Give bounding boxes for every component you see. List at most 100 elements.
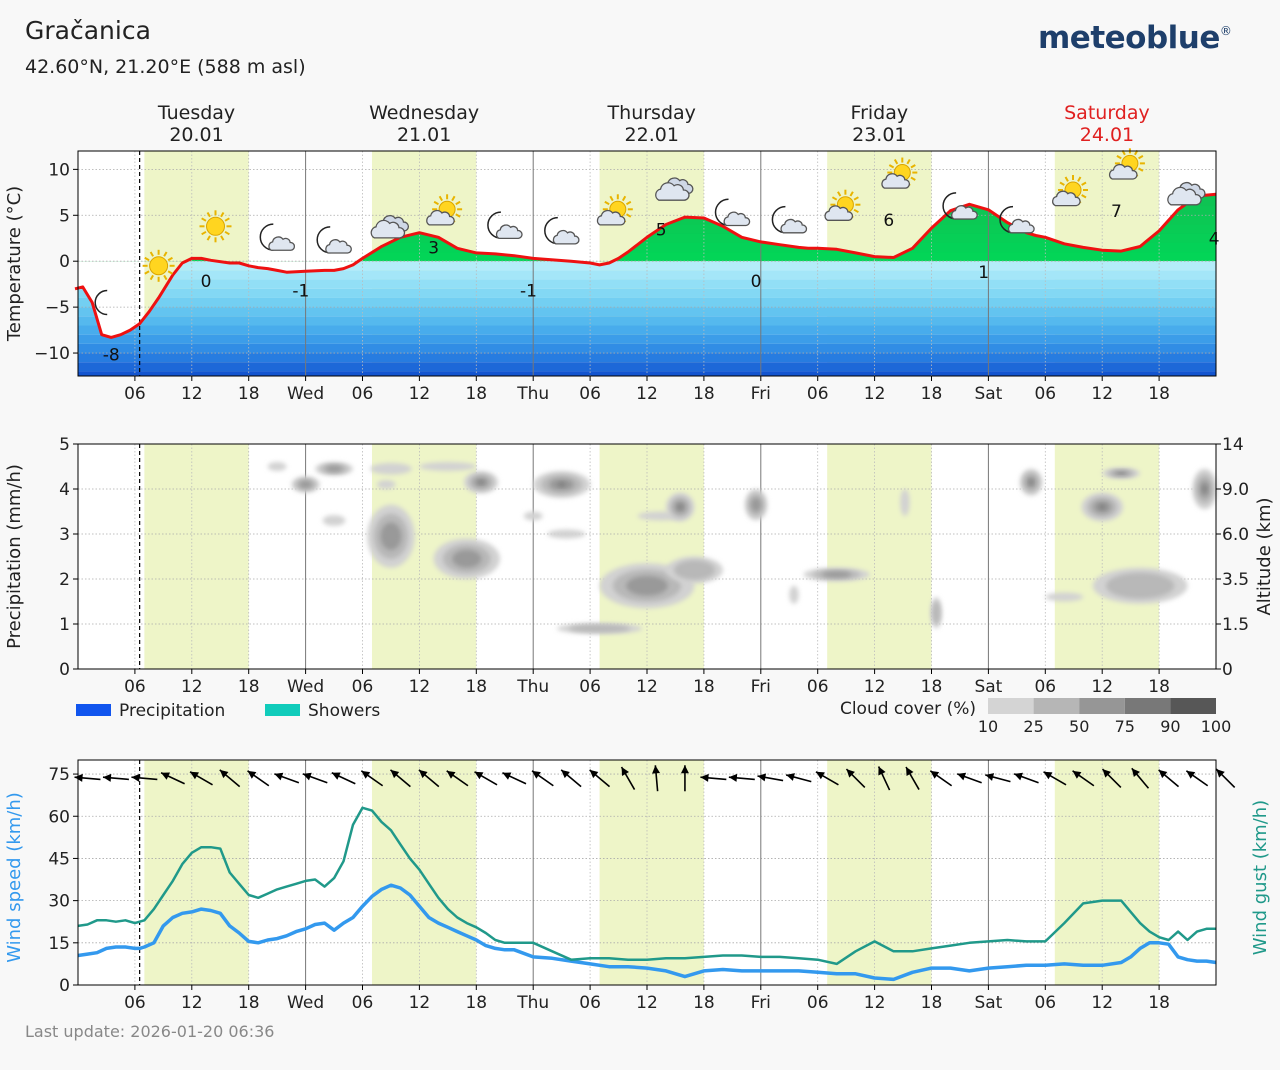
y-tick-label: 15 — [48, 934, 70, 954]
sun-ray — [625, 213, 632, 218]
x-tick-label: 06 — [579, 993, 601, 1013]
x-tick-label: 06 — [124, 384, 146, 404]
arrow-head — [161, 772, 170, 780]
meteoblue-logo[interactable]: meteoblue® — [1038, 20, 1232, 56]
sun-ray — [625, 200, 632, 206]
arrow-head — [878, 766, 886, 776]
x-tick-label: 18 — [1148, 384, 1170, 404]
temperature-value-label: 3 — [428, 239, 439, 259]
daylight-band — [144, 760, 249, 985]
wind-direction-arrow — [985, 773, 1011, 783]
temperature-value-label: 4 — [1209, 229, 1220, 249]
sun-ray — [167, 270, 173, 275]
cold-band — [78, 307, 1216, 317]
y-tick-label: 0 — [59, 252, 70, 272]
x-tick-label: Thu — [516, 677, 549, 697]
x-tick-label: 12 — [181, 384, 203, 404]
wind-direction-arrow — [189, 771, 213, 786]
arrow-head — [1072, 770, 1082, 779]
cloud-shape — [1008, 218, 1035, 234]
x-tick-label: Sat — [974, 993, 1002, 1013]
cloud-cover-legend: Cloud cover (%)10 25 50 75 90 100 — [840, 698, 1231, 736]
x-tick-label: 06 — [1034, 993, 1056, 1013]
wind-direction-arrow — [247, 770, 270, 787]
y-tick-label: 4 — [59, 480, 70, 500]
sun-ray — [604, 200, 610, 206]
arrow-head — [532, 770, 541, 779]
arrow-head — [1131, 768, 1140, 778]
cloud-icon — [1167, 181, 1206, 206]
wind-direction-arrow — [1013, 772, 1039, 784]
wind-direction-arrow — [845, 768, 866, 789]
cloud-cover-blob — [370, 462, 412, 475]
cloud-cover-blob — [932, 601, 941, 625]
altitude-axis-label: Altitude (km) — [1254, 497, 1275, 615]
x-tick-label: Sat — [974, 677, 1002, 697]
warm-band — [78, 242, 1216, 253]
cloud-shape — [824, 205, 854, 221]
cloud-cover-blob — [822, 571, 852, 578]
cloud-shape — [268, 236, 296, 251]
arrow-head — [906, 767, 914, 776]
x-tick-label: 06 — [352, 384, 374, 404]
temperature-value-label: 0 — [751, 272, 762, 292]
cloud-icon — [370, 215, 409, 239]
y2-tick-label: 3.5 — [1222, 570, 1249, 590]
x-tick-label: 12 — [864, 677, 886, 697]
daylight-band — [1054, 444, 1160, 669]
wind-gust-line — [77, 806, 1216, 966]
cloud-cover-blob — [900, 489, 910, 516]
x-tick-label: 12 — [409, 677, 431, 697]
day-date: 22.01 — [625, 124, 679, 146]
cloud-cover-blob — [1202, 485, 1207, 493]
brand-name: meteoblue — [1038, 20, 1220, 56]
x-tick-label: 12 — [409, 993, 431, 1013]
sun-ray — [220, 211, 225, 218]
wind-chart: 0 15 30 45 60 75 06 12 18 Wed 06 12 18 Thu 06 12 18 Fri 06… — [4, 759, 1271, 1013]
wind-direction-arrow — [700, 773, 727, 782]
cloud-shape — [552, 229, 580, 245]
x-tick-label: 18 — [238, 993, 260, 1013]
cloud-cover-swatch — [1033, 698, 1080, 714]
arrow-head — [1158, 769, 1168, 779]
wind-direction-arrow — [1131, 767, 1150, 789]
arrow-head — [728, 773, 738, 782]
wind-direction-arrow — [102, 773, 129, 782]
arrow-head — [700, 773, 709, 782]
daylight-band — [371, 760, 477, 985]
temperature-value-label: -1 — [292, 281, 309, 301]
cloud-cover-blob — [1098, 504, 1106, 510]
sun-ray — [906, 159, 911, 165]
sun-ray — [149, 251, 154, 257]
arrow-head — [331, 772, 341, 780]
wind-direction-arrow — [560, 769, 582, 788]
sun-ray — [910, 164, 916, 169]
sun-ray — [201, 217, 207, 222]
arrow-head — [757, 773, 767, 782]
cloud-cover-blob — [380, 522, 402, 551]
wind-direction-arrow — [877, 766, 891, 791]
moon-cloud-icon — [487, 211, 523, 239]
x-tick-label: Fri — [751, 677, 771, 697]
sun-ray — [853, 196, 859, 201]
arrow-head — [502, 772, 512, 780]
cloud-cover-blob — [325, 465, 343, 472]
y-tick-label: 5 — [59, 206, 70, 226]
sun-ray — [167, 256, 173, 262]
arrow-head — [418, 769, 428, 779]
arrow-head — [589, 769, 599, 779]
precipitation-axis-label: Precipitation (mm/h) — [4, 464, 25, 649]
x-tick-label: 06 — [1034, 384, 1056, 404]
sun-ray — [451, 195, 456, 202]
x-tick-label: 18 — [465, 993, 487, 1013]
x-tick-label: 12 — [1091, 677, 1113, 697]
x-tick-label: 06 — [579, 384, 601, 404]
moon-cloud-icon — [999, 205, 1035, 234]
registered-mark: ® — [1219, 24, 1232, 38]
cloud-cover-blob — [478, 480, 484, 485]
cloud-cover-blob — [789, 585, 799, 604]
cloud-cover-blob — [452, 549, 482, 568]
arrow-head — [446, 770, 456, 779]
y2-tick-label: 6.0 — [1222, 525, 1249, 545]
arrow-head — [957, 772, 967, 781]
